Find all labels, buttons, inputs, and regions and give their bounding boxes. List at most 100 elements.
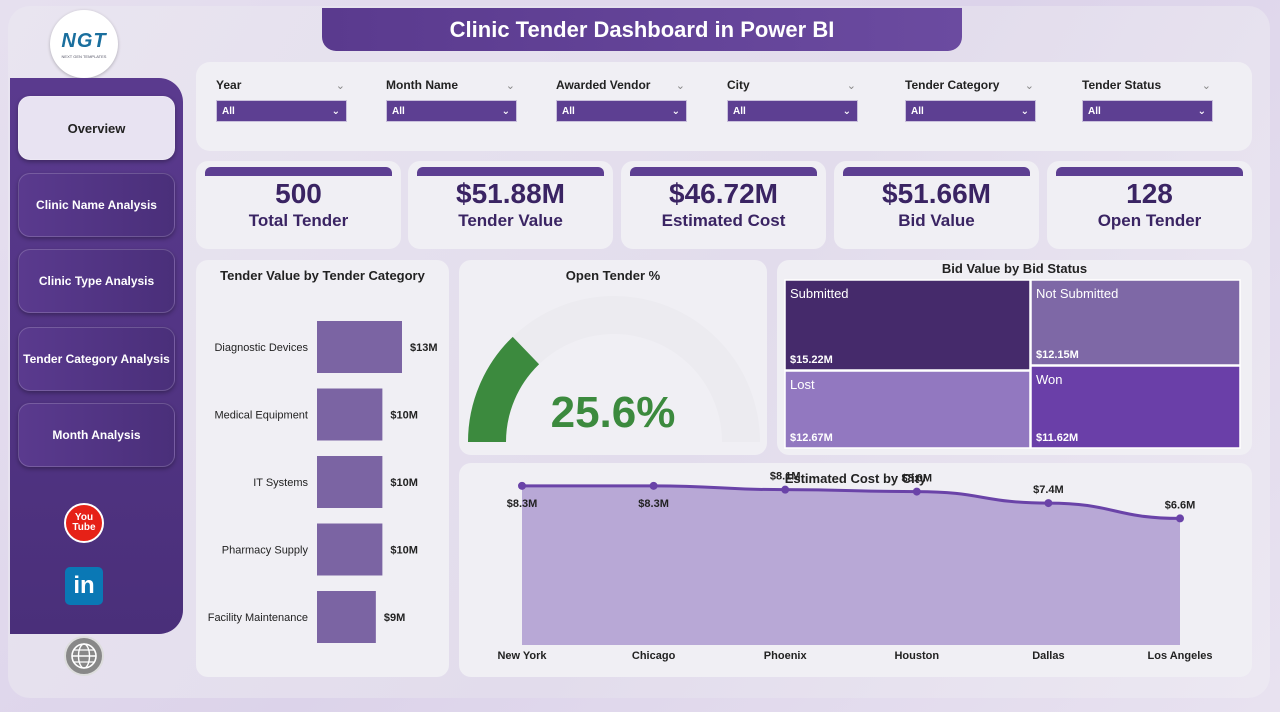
status-select[interactable]: All ⌄: [1082, 100, 1213, 122]
logo-mark: NGT: [61, 29, 107, 52]
x-tick-label: New York: [497, 650, 547, 662]
data-point: [649, 481, 658, 490]
filter-city-label: City: [727, 78, 750, 92]
x-tick-label: Chicago: [632, 650, 676, 662]
kpi-total-tender: 500 Total Tender: [196, 161, 401, 249]
bar-category-label: Pharmacy Supply: [222, 545, 309, 557]
point-data-label: $8.3M: [507, 498, 538, 510]
kpi-estimated-cost: $46.72M Estimated Cost: [621, 161, 826, 249]
treemap-cell-value: $12.15M: [1036, 349, 1079, 361]
bar-1: [317, 388, 383, 441]
treemap-chart: Submitted $15.22M Not Submitted $12.15M Lost…: [784, 279, 1241, 449]
kpi-label: Tender Value: [458, 211, 563, 230]
bar-4: [317, 591, 376, 643]
kpi-tender-value: $51.88M Tender Value: [408, 161, 613, 249]
nav-month-analysis[interactable]: Month Analysis: [18, 403, 175, 467]
area-fill: [522, 485, 1180, 645]
year-select[interactable]: All ⌄: [216, 100, 347, 122]
bar-data-label: $10M: [390, 477, 418, 489]
bid-value-by-status-card: Bid Value by Bid Status Submitted $15.22M…: [777, 260, 1252, 455]
chevron-down-icon: ⌄: [1020, 105, 1029, 117]
x-tick-label: Phoenix: [764, 650, 808, 662]
bar-data-label: $10M: [390, 545, 418, 557]
x-tick-label: Los Angeles: [1148, 650, 1213, 662]
x-tick-label: Dallas: [1032, 650, 1064, 662]
area-line: [522, 484, 1181, 520]
status-select-value: All: [1088, 105, 1101, 117]
year-select-value: All: [222, 105, 235, 117]
kpi-label: Total Tender: [248, 211, 349, 230]
treemap-cell-value: $11.62M: [1036, 432, 1078, 444]
data-point: [1044, 499, 1053, 508]
nav-tender-category-analysis[interactable]: Tender Category Analysis: [18, 327, 175, 391]
kpi-value: $51.88M: [456, 178, 565, 209]
chevron-down-icon[interactable]: ⌄: [675, 79, 685, 92]
bar-data-label: $13M: [410, 342, 438, 354]
point-data-label: $8.0M: [902, 473, 933, 485]
bar-category-label: IT Systems: [253, 477, 308, 489]
point-data-label: $8.3M: [638, 498, 669, 510]
vendor-select[interactable]: All ⌄: [556, 100, 687, 122]
filter-awarded-vendor: Awarded Vendor ⌄ All ⌄: [556, 76, 689, 122]
treemap-cell-value: $15.22M: [790, 354, 833, 366]
nav-clinic-type-analysis[interactable]: Clinic Type Analysis: [18, 249, 175, 313]
bar-2: [317, 456, 383, 508]
data-point: [518, 481, 526, 490]
treemap-cell-name: Not Submitted: [1036, 286, 1118, 301]
globe-glyph: [71, 643, 97, 669]
globe-icon[interactable]: [64, 636, 104, 676]
youtube-icon[interactable]: You Tube: [64, 503, 104, 543]
ngt-logo: NGT NEXT GEN TEMPLATES: [50, 10, 118, 78]
category-select[interactable]: All ⌄: [905, 100, 1036, 122]
bar-0: [317, 321, 402, 373]
point-data-label: $6.6M: [1165, 499, 1196, 511]
point-data-label: $7.4M: [1033, 484, 1064, 496]
nav-overview[interactable]: Overview: [18, 96, 175, 160]
youtube-you-text: You: [74, 512, 94, 523]
area-chart-title: Estimated Cost by City: [784, 471, 927, 486]
city-select[interactable]: All ⌄: [727, 100, 858, 122]
chevron-down-icon: ⌄: [1197, 105, 1206, 117]
bar-data-label: $10M: [390, 410, 418, 422]
gauge-value-label: 25.6%: [551, 388, 676, 437]
kpi-cap: [630, 167, 817, 176]
filter-year: Year ⌄ All ⌄: [216, 76, 349, 122]
kpi-cap: [1056, 167, 1243, 176]
estimated-cost-by-city-card: Estimated Cost by City $8.3M New York $8.3…: [459, 463, 1252, 677]
filter-tender-status: Tender Status ⌄ All ⌄: [1082, 76, 1215, 122]
filter-tender-category: Tender Category ⌄ All ⌄: [905, 76, 1038, 122]
kpi-cap: [843, 167, 1030, 176]
vendor-select-value: All: [562, 105, 575, 117]
bar-category-label: Medical Equipment: [214, 410, 308, 422]
chevron-down-icon: ⌄: [501, 105, 510, 117]
treemap-cell-lost: [784, 370, 1031, 449]
chevron-down-icon: ⌄: [671, 105, 680, 117]
youtube-tube-text: Tube: [72, 522, 96, 533]
chevron-down-icon[interactable]: ⌄: [1201, 79, 1211, 92]
chevron-down-icon[interactable]: ⌄: [1024, 79, 1034, 92]
kpi-cap: [417, 167, 604, 176]
kpi-label: Estimated Cost: [661, 211, 786, 230]
chevron-down-icon: ⌄: [331, 105, 340, 117]
kpi-label: Bid Value: [898, 211, 975, 230]
city-select-value: All: [733, 105, 746, 117]
month-select[interactable]: All ⌄: [386, 100, 517, 122]
nav-clinic-name-analysis[interactable]: Clinic Name Analysis: [18, 173, 175, 237]
treemap-cell-value: $12.67M: [790, 432, 833, 444]
logo-tagline: NEXT GEN TEMPLATES: [61, 53, 107, 59]
kpi-value: 128: [1126, 178, 1173, 209]
chevron-down-icon[interactable]: ⌄: [335, 79, 345, 92]
treemap-cell-submitted: [784, 279, 1031, 371]
bar-chart: Diagnostic Devices $13M Medical Equipment $…: [208, 321, 438, 643]
bar-chart-title: Tender Value by Tender Category: [220, 268, 425, 283]
kpi-cap: [205, 167, 392, 176]
treemap-cell-name: Won: [1036, 372, 1063, 387]
chevron-down-icon[interactable]: ⌄: [505, 79, 515, 92]
chevron-down-icon[interactable]: ⌄: [846, 79, 856, 92]
treemap-cell-not-submitted: [1030, 279, 1241, 366]
linkedin-icon[interactable]: in: [65, 567, 103, 605]
kpi-bid-value: $51.66M Bid Value: [834, 161, 1039, 249]
gauge-fill: [468, 336, 540, 443]
data-point: [1176, 514, 1184, 523]
filter-month-label: Month Name: [386, 78, 458, 92]
